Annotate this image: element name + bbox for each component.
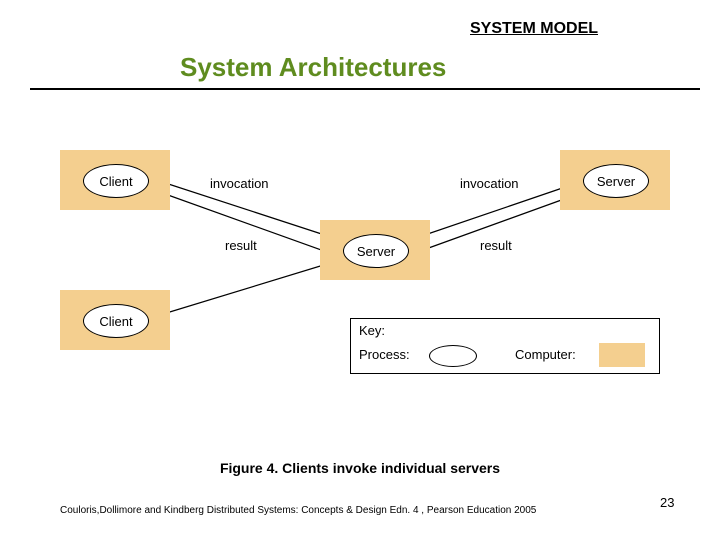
- page-number: 23: [660, 495, 674, 510]
- legend-title: Key:: [359, 323, 385, 338]
- server-mid-node: Server: [343, 234, 409, 268]
- server2-node: Server: [583, 164, 649, 198]
- page-title: System Architectures: [180, 52, 446, 83]
- edge-label: result: [225, 238, 257, 253]
- client1-node: Client: [83, 164, 149, 198]
- header-label: SYSTEM MODEL: [470, 20, 598, 38]
- title-rule: [30, 88, 700, 90]
- figure-caption: Figure 4. Clients invoke individual serv…: [0, 460, 720, 476]
- edge-label: invocation: [460, 176, 519, 191]
- legend-item-process: Process:: [359, 347, 410, 362]
- client2-node: Client: [83, 304, 149, 338]
- legend-computer-icon: [599, 343, 645, 367]
- legend-item-computer: Computer:: [515, 347, 576, 362]
- legend-key: Key: Process: Computer:: [350, 318, 660, 374]
- edge-label: invocation: [210, 176, 269, 191]
- edge-label: result: [480, 238, 512, 253]
- diagram: Client Server Server Client invocation result…: [60, 140, 680, 390]
- legend-process-icon: [429, 345, 477, 367]
- footer-citation: Couloris,Dollimore and Kindberg Distribu…: [60, 505, 536, 516]
